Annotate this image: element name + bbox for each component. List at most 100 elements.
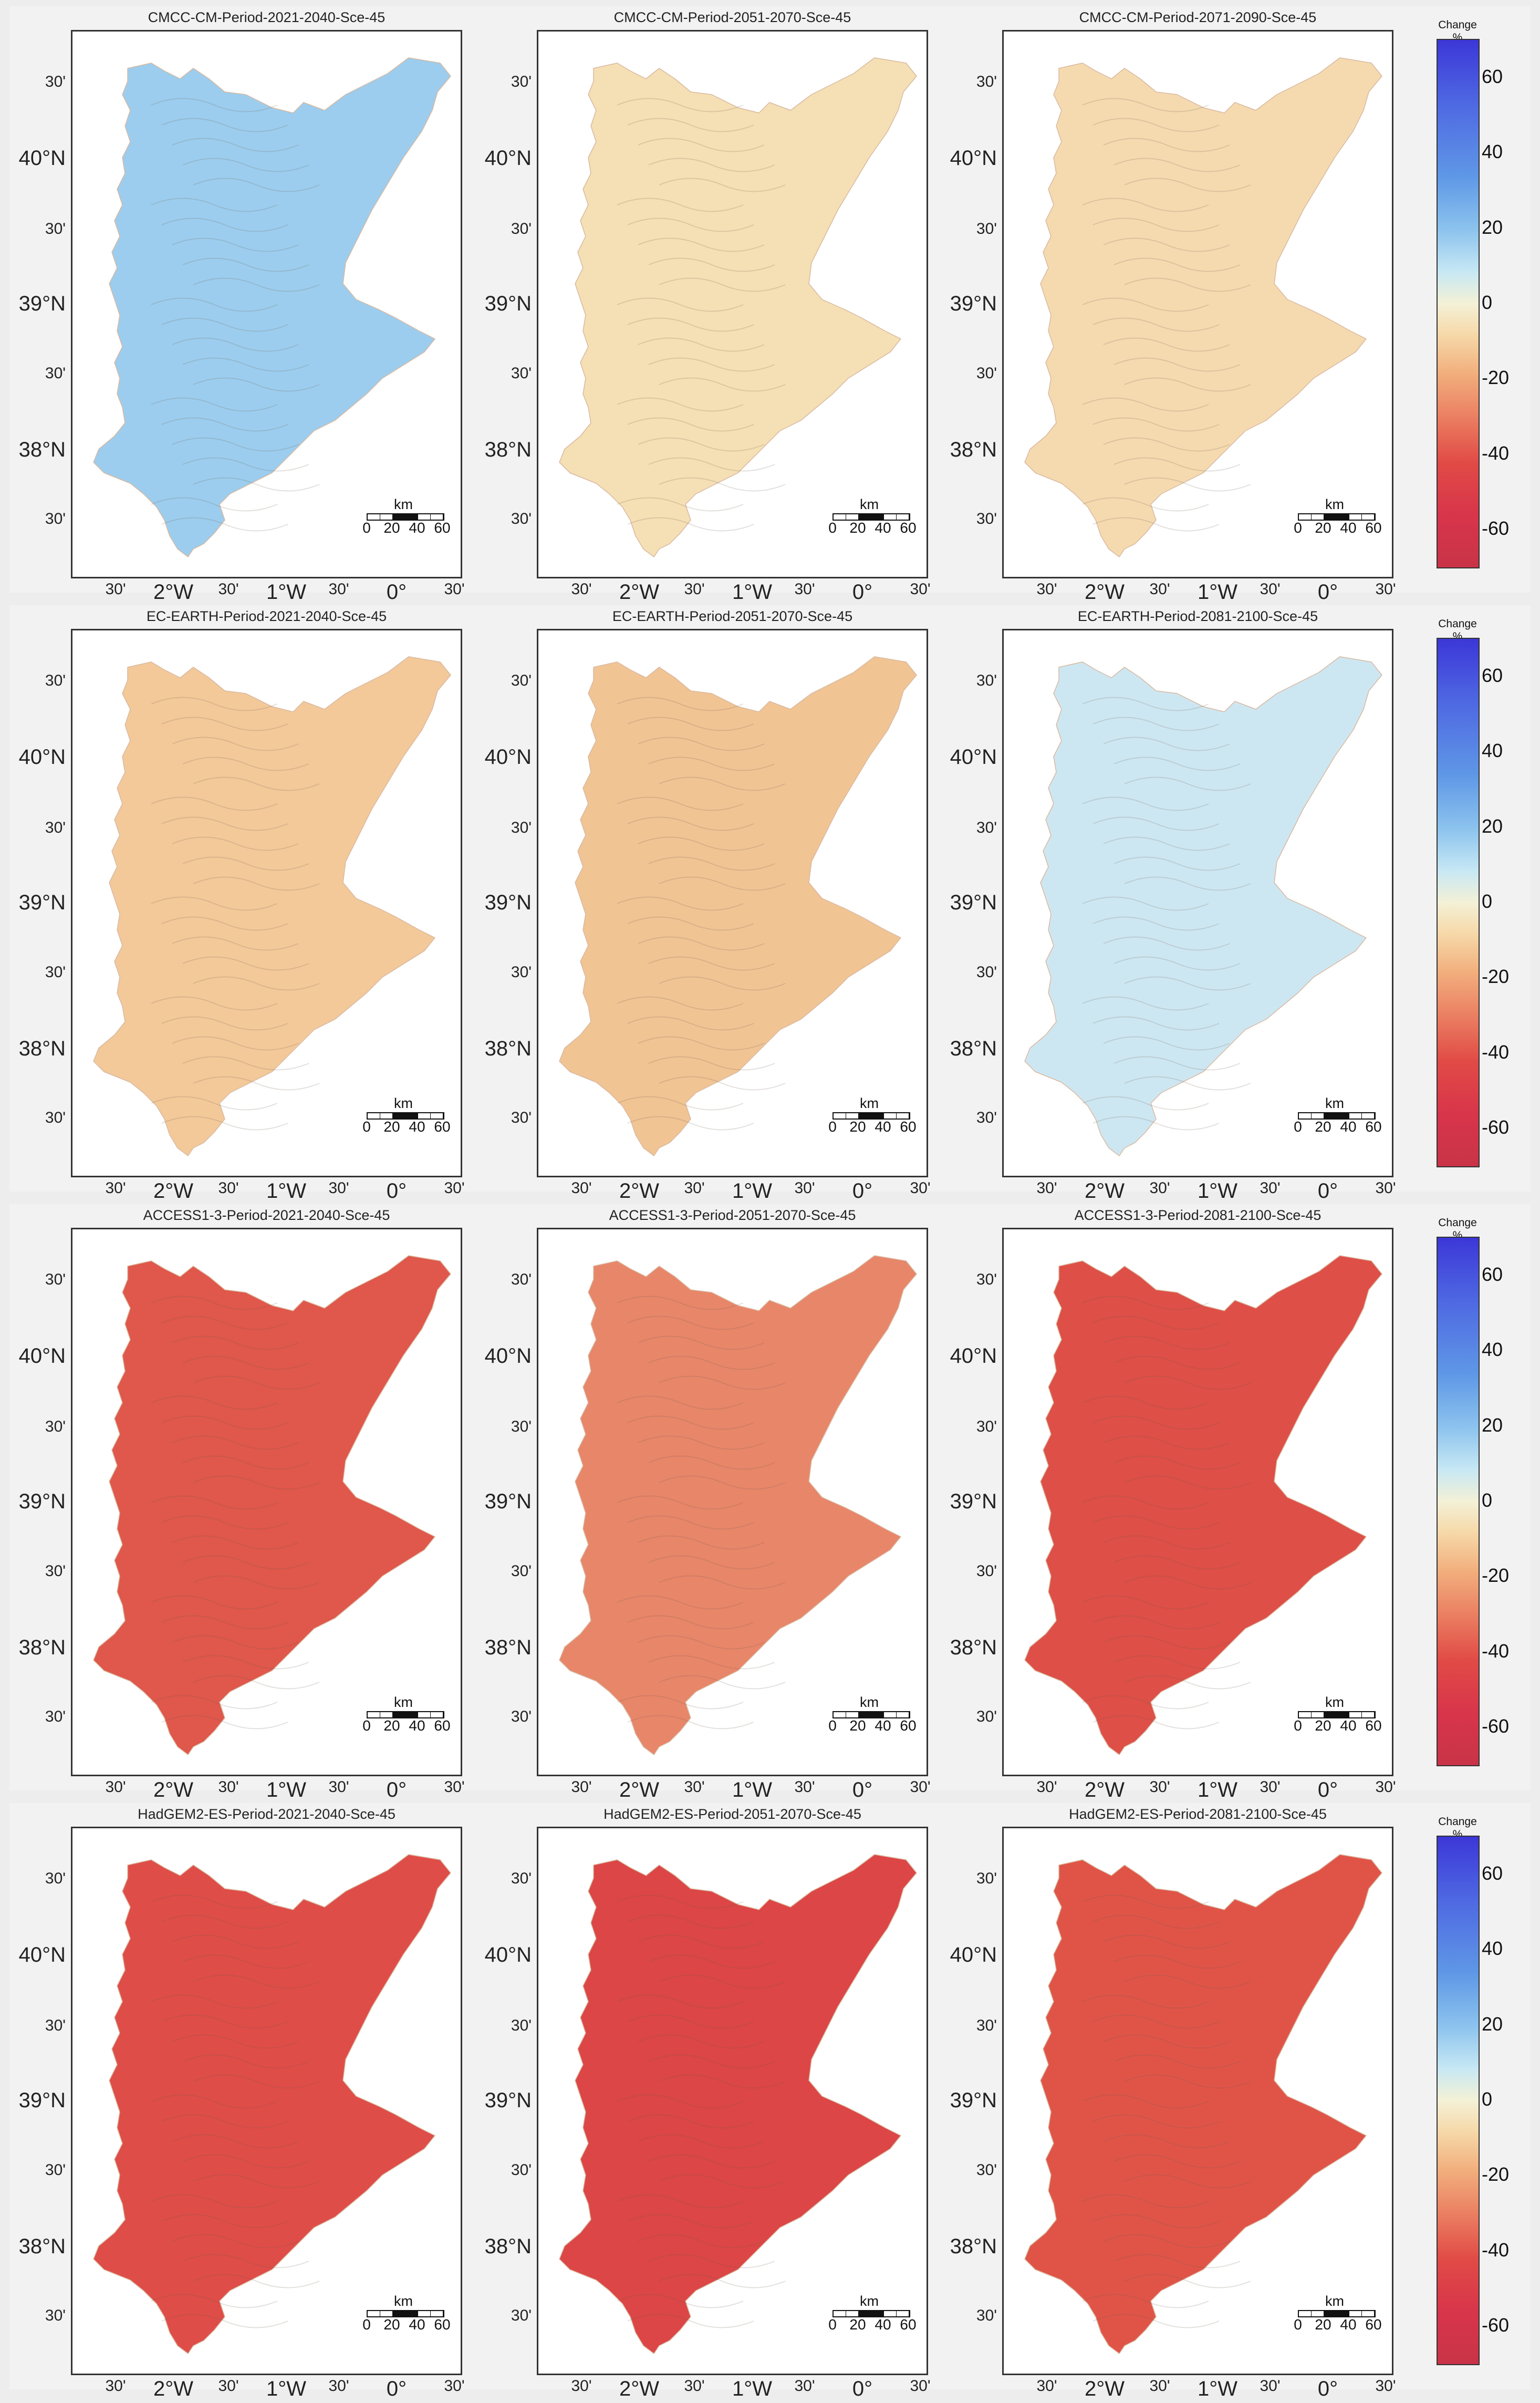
scale-bar-segment <box>1362 514 1375 520</box>
map-frame: km 0 20 40 60 <box>71 1228 462 1776</box>
map-panel: HadGEM2-ES-Period-2051-2070-Sce-45 km 0 20 4… <box>485 1803 931 2400</box>
terrain-hatch <box>638 1535 765 1550</box>
scale-bar-segment <box>1337 514 1349 520</box>
terrain-hatch <box>1092 1116 1220 1131</box>
longitude-label: 2°W <box>1085 2377 1125 2400</box>
scale-bar-tick-label: 60 <box>900 1717 917 1734</box>
map-panel-title: EC-EARTH-Period-2051-2070-Sce-45 <box>612 608 853 624</box>
terrain-hatch <box>172 138 299 152</box>
terrain-hatch <box>182 1555 309 1570</box>
terrain-hatch <box>638 2134 765 2149</box>
scale-bar-tick-label: 60 <box>1365 1717 1382 1734</box>
latitude-label: 40°N <box>950 1344 997 1368</box>
longitude-label: 1°W <box>266 581 306 604</box>
scale-bar-tick-label: 20 <box>1315 2316 1331 2333</box>
terrain-hatch <box>161 2014 288 2029</box>
scale-bar-segment <box>368 1113 380 1118</box>
colorbar-tick-label: 20 <box>1482 216 1503 238</box>
scale-bar-tick-label: 20 <box>1315 1717 1331 1734</box>
terrain-hatch <box>648 1455 775 1470</box>
terrain-hatch <box>1082 198 1209 212</box>
terrain-hatch <box>638 1934 765 1949</box>
scale-bar: km 0 20 40 60 <box>1282 1095 1387 1135</box>
longitude-label: 30' <box>1149 581 1170 598</box>
latitude-label: 30' <box>45 73 66 90</box>
scale-bar-ticks: 0 20 40 60 <box>817 1717 922 1734</box>
region-polygon <box>559 656 917 1156</box>
terrain-hatch <box>1124 1675 1251 1690</box>
scale-bar-tick-label: 0 <box>362 1717 371 1734</box>
terrain-hatch <box>1124 1974 1251 1989</box>
terrain-hatch <box>638 836 765 851</box>
terrain-hatch <box>161 2314 288 2328</box>
latitude-label: 30' <box>511 819 532 836</box>
scale-bar-tick-label: 60 <box>1365 520 1382 536</box>
longitude-label: 30' <box>1260 1179 1281 1197</box>
longitude-label: 30' <box>794 581 815 598</box>
map-panel: CMCC-CM-Period-2051-2070-Sce-45 km 0 20 40 60… <box>485 6 931 604</box>
scale-bar-tick-label: 0 <box>1294 1118 1302 1135</box>
scale-bar-segment <box>368 1712 380 1717</box>
latitude-label: 39°N <box>950 1490 997 1513</box>
latitude-label: 30' <box>511 2161 532 2179</box>
latitude-label: 30' <box>45 1109 66 1126</box>
map-frame: km 0 20 40 60 <box>537 1827 928 2375</box>
scale-bar-tick-label: 60 <box>900 520 917 536</box>
longitude-label: 1°W <box>732 581 772 604</box>
terrain-hatch <box>151 1296 278 1310</box>
terrain-hatch <box>151 198 278 212</box>
scale-bar-tick-label: 0 <box>362 1118 371 1135</box>
terrain-hatch <box>659 277 786 292</box>
latitude-label: 30' <box>511 510 532 527</box>
terrain-hatch <box>161 2214 288 2229</box>
scale-bar-tick-label: 40 <box>875 1717 891 1734</box>
longitude-label: 30' <box>1036 2377 1057 2395</box>
scale-bar-segment <box>834 1113 846 1118</box>
colorbar-tick-label: -20 <box>1482 966 1510 988</box>
latitude-label: 40°N <box>18 745 66 769</box>
terrain-hatch <box>617 98 744 112</box>
terrain-hatch <box>151 896 278 911</box>
terrain-hatch <box>172 2034 299 2049</box>
colorbar-tick-label: 20 <box>1482 815 1503 837</box>
terrain-hatch <box>617 297 744 312</box>
latitude-label: 38°N <box>950 1037 997 1060</box>
map-panel: EC-EARTH-Period-2021-2040-Sce-45 km 0 20 40 6… <box>19 605 465 1203</box>
longitude-label: 30' <box>1036 1179 1057 1197</box>
scale-bar-tick-label: 40 <box>875 2316 891 2333</box>
scale-bar-ticks: 0 20 40 60 <box>817 1118 922 1135</box>
terrain-hatch <box>648 757 775 771</box>
terrain-hatch <box>1124 178 1251 192</box>
scale-bar-graphic <box>833 513 910 521</box>
scale-bar-tick-label: 20 <box>849 520 866 536</box>
map-frame: km 0 20 40 60 <box>1002 629 1393 1177</box>
scale-bar-segment <box>380 514 393 520</box>
terrain-hatch <box>1092 2314 1220 2328</box>
terrain-hatch <box>648 1954 775 1969</box>
scale-bar-segment <box>431 514 443 520</box>
terrain-hatch <box>182 257 309 272</box>
latitude-label: 39°N <box>950 2089 997 2112</box>
scale-bar-segment <box>871 1712 884 1717</box>
terrain-hatch <box>1114 2054 1241 2069</box>
terrain-hatch <box>151 397 278 412</box>
terrain-hatch <box>1124 2174 1251 2189</box>
terrain-hatch <box>627 1715 754 1729</box>
map-panel: ACCESS1-3-Period-2051-2070-Sce-45 km 0 20 40… <box>485 1204 931 1801</box>
terrain-hatch <box>1103 836 1230 851</box>
terrain-hatch <box>648 158 775 172</box>
map-panel-title: HadGEM2-ES-Period-2021-2040-Sce-45 <box>138 1806 396 1822</box>
map-svg <box>559 57 917 557</box>
latitude-label: 40°N <box>484 745 532 769</box>
colorbar-tick-label: 0 <box>1482 1489 1493 1511</box>
map-frame: km 0 20 40 60 <box>71 629 462 1177</box>
terrain-hatch <box>1114 2154 1241 2169</box>
terrain-hatch <box>1114 1455 1241 1470</box>
scale-bar-graphic <box>1298 1711 1376 1718</box>
terrain-hatch <box>151 497 278 512</box>
terrain-shading <box>1082 697 1251 1131</box>
scale-bar-tick-label: 20 <box>1315 1118 1331 1135</box>
terrain-hatch <box>161 1615 288 1630</box>
terrain-hatch <box>1082 896 1209 911</box>
longitude-label: 2°W <box>1085 581 1125 604</box>
